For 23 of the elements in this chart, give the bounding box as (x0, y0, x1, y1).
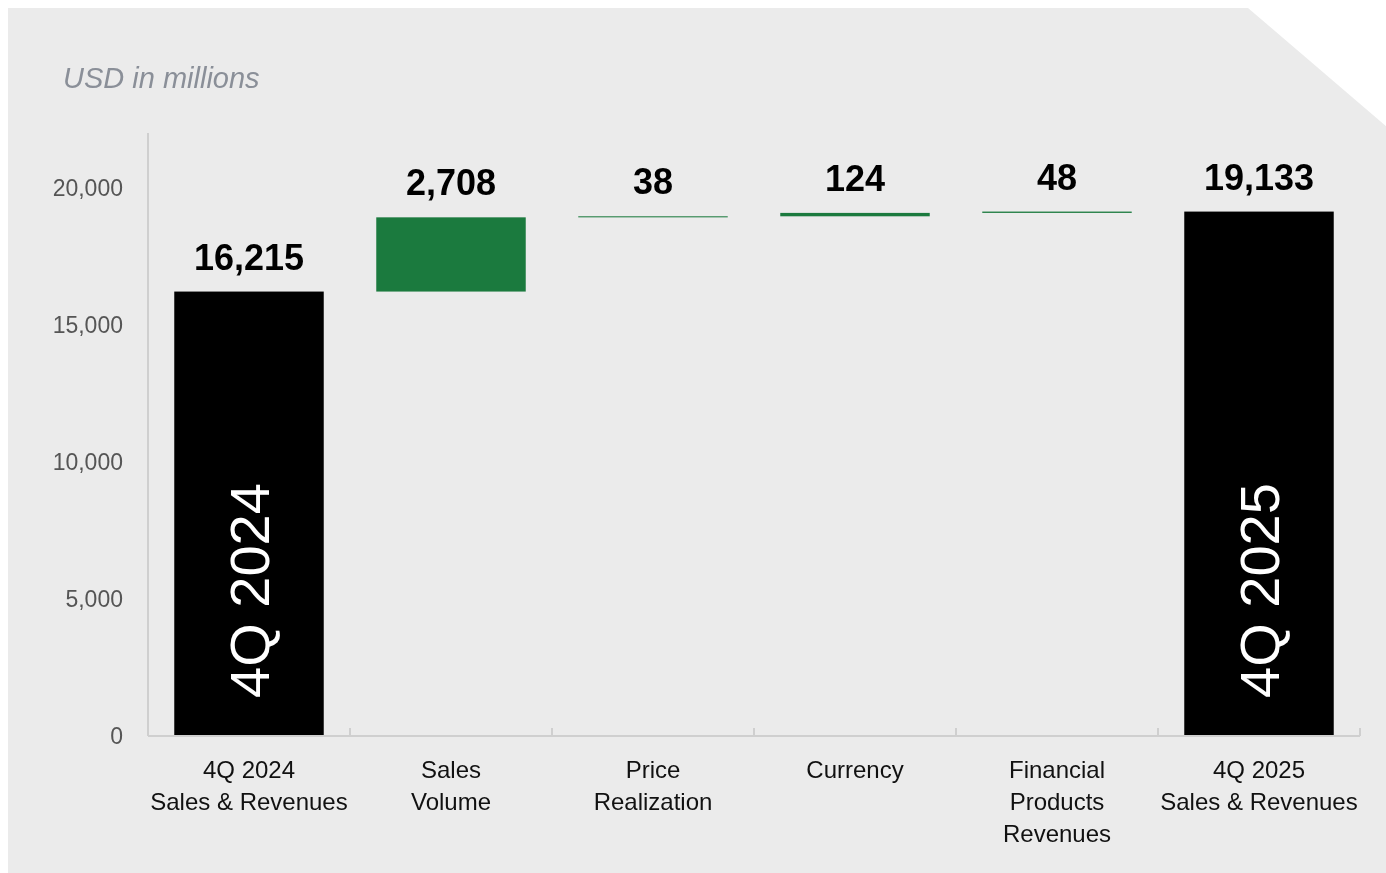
y-tick-label: 10,000 (52, 448, 123, 475)
x-tick-label: Currency (806, 756, 904, 783)
x-tick-label: 4Q 2025 Sales & Revenues (1160, 756, 1358, 815)
x-tick-label: Price Realization (593, 756, 713, 815)
bar (174, 291, 324, 736)
data-label: 2,708 (405, 162, 497, 204)
data-label: 16,215 (193, 236, 305, 278)
y-tick-label: 0 (110, 723, 123, 750)
chart-subtitle: USD in millions (63, 62, 260, 94)
y-tick-label: 20,000 (52, 174, 123, 201)
data-label: 124 (824, 157, 886, 199)
bar (1184, 211, 1334, 736)
x-tick-label: Sales Volume (410, 756, 492, 815)
y-tick-label: 5,000 (65, 586, 123, 612)
annotation: 4Q 2025 (1228, 483, 1291, 698)
annotation: 4Q 2024 (218, 483, 281, 698)
y-tick-label: 15,000 (52, 311, 123, 338)
data-label: 19,133 (1203, 156, 1315, 198)
x-tick-label: 4Q 2024 Sales & Revenues (150, 756, 348, 815)
data-label: 38 (632, 161, 674, 203)
x-tick-label: Financial Products Revenues (1002, 756, 1112, 847)
data-label: 48 (1036, 156, 1078, 198)
bar (376, 217, 526, 292)
